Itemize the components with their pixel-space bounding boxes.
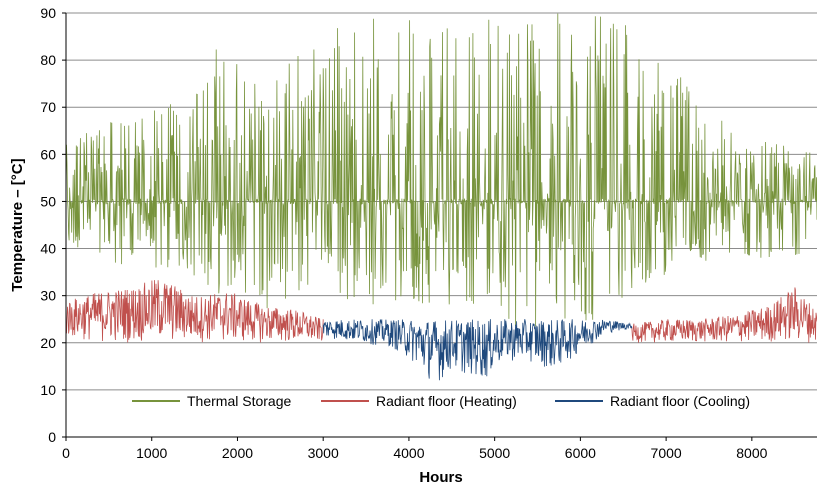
- legend-item: Radiant floor (Heating): [321, 393, 517, 409]
- y-tick-label: 0: [48, 429, 56, 445]
- y-tick-label: 10: [40, 382, 56, 398]
- x-tick-label: 7000: [651, 445, 682, 461]
- legend-item: Thermal Storage: [132, 393, 291, 409]
- legend-label: Radiant floor (Cooling): [610, 393, 750, 409]
- y-tick-label: 80: [40, 52, 56, 68]
- axes: 0 10 20 30 40 50 60 70 80 90 0 1000 2000 3000 4000 5000…: [40, 5, 817, 461]
- x-tick-label: 2000: [222, 445, 253, 461]
- legend-label: Thermal Storage: [187, 393, 291, 409]
- x-tick-label: 1000: [136, 445, 167, 461]
- y-axis-title: Temperature – [°C]: [9, 158, 26, 291]
- series-line: [322, 319, 633, 381]
- x-tick-label: 6000: [565, 445, 596, 461]
- y-tick-label: 50: [40, 193, 56, 209]
- x-tick-label: 0: [62, 445, 70, 461]
- y-tick-label: 60: [40, 146, 56, 162]
- series-2: [322, 319, 633, 381]
- series-line: [65, 280, 324, 343]
- y-tick-label: 20: [40, 335, 56, 351]
- legend: Thermal Storage Radiant floor (Heating) Ra…: [132, 393, 750, 409]
- y-tick-label: 40: [40, 241, 56, 257]
- y-tick-label: 90: [40, 5, 56, 21]
- y-tick-label: 70: [40, 99, 56, 115]
- series-line: [631, 287, 817, 343]
- legend-item: Radiant floor (Cooling): [555, 393, 750, 409]
- series-0: [65, 13, 817, 327]
- x-tick-label: 8000: [736, 445, 767, 461]
- x-tick-label: 5000: [479, 445, 510, 461]
- series-layer: [65, 13, 817, 381]
- series-1: [65, 280, 817, 343]
- series-line: [65, 13, 817, 327]
- x-tick-label: 3000: [308, 445, 339, 461]
- x-tick-label: 4000: [393, 445, 424, 461]
- legend-label: Radiant floor (Heating): [376, 393, 517, 409]
- x-axis-title: Hours: [419, 469, 462, 485]
- y-tick-label: 30: [40, 288, 56, 304]
